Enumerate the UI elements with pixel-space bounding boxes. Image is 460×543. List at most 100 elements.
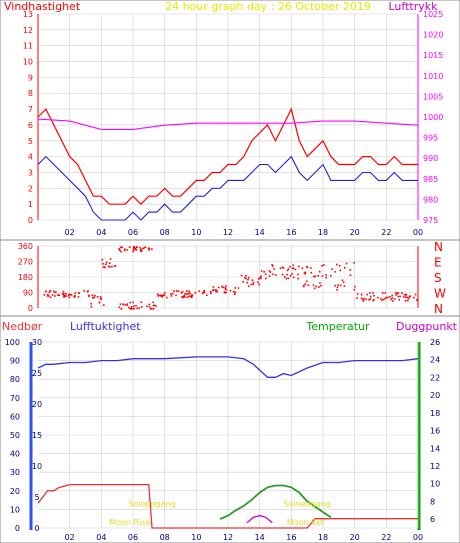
humidity-tick-label: 90	[10, 357, 20, 366]
compass-label: W	[434, 287, 446, 301]
direction-point	[135, 305, 137, 307]
wind-x-tick-label: 04	[96, 228, 106, 237]
direction-point	[139, 246, 141, 249]
direction-point	[189, 295, 192, 298]
direction-point	[234, 293, 236, 295]
direction-point	[57, 294, 59, 296]
direction-point	[101, 258, 104, 261]
direction-point	[133, 305, 135, 307]
wind-tick-label: 10	[23, 58, 33, 67]
direction-point	[121, 246, 123, 249]
wind-x-tick-label: 10	[191, 228, 201, 237]
temperature-tick-label: 14	[430, 444, 440, 453]
direction-point	[150, 308, 153, 310]
direction-point	[103, 266, 106, 269]
direction-point	[243, 276, 246, 279]
humidity-tick-label: 80	[10, 375, 20, 384]
compass-label: S	[434, 271, 442, 285]
direction-point	[291, 273, 293, 275]
direction-point	[341, 279, 344, 281]
wind-tick-label: 2	[28, 184, 33, 193]
direction-point	[51, 294, 54, 296]
pressure-tick-label: 980	[423, 195, 438, 204]
direction-point	[304, 283, 307, 285]
direction-point	[356, 297, 358, 299]
wind-chart-title: 24 hour graph day : 26 October 2019	[165, 0, 371, 13]
direction-point	[161, 294, 164, 296]
direction-point	[62, 291, 65, 293]
direction-point	[281, 273, 284, 276]
direction-point	[159, 295, 162, 297]
direction-point	[132, 301, 134, 304]
direction-point	[210, 292, 212, 295]
direction-point	[202, 291, 205, 294]
wind-tick-label: 7	[28, 105, 33, 114]
direction-point	[363, 297, 366, 300]
direction-point	[259, 276, 261, 279]
direction-point	[310, 267, 312, 269]
direction-point	[109, 266, 111, 268]
direction-point	[146, 305, 148, 308]
direction-point	[407, 299, 409, 302]
direction-point	[52, 290, 55, 293]
direction-point	[132, 250, 135, 253]
direction-point	[365, 298, 367, 301]
direction-point	[120, 307, 123, 310]
weather-grid	[38, 341, 419, 529]
direction-point	[70, 294, 73, 296]
direction-point	[406, 296, 409, 299]
direction-point	[108, 262, 111, 264]
weather-x-tick-label: 20	[350, 533, 360, 542]
direction-point	[198, 290, 201, 292]
weather-x-tick-label: 02	[65, 533, 75, 542]
direction-point	[150, 308, 152, 310]
direction-point	[319, 282, 321, 284]
direction-point	[301, 267, 304, 269]
direction-point	[133, 246, 135, 248]
annotation-label: Moon Set	[287, 518, 324, 527]
humidity-tick-label: 30	[10, 468, 20, 477]
direction-point	[49, 290, 52, 292]
direction-point	[176, 290, 178, 292]
direction-point	[153, 304, 156, 306]
wind-x-tick-label: 00	[413, 228, 423, 237]
direction-point	[344, 267, 346, 269]
direction-point	[304, 272, 307, 275]
direction-point	[98, 301, 101, 304]
direction-point	[187, 292, 190, 295]
annotation-label: Moon Rise	[109, 518, 150, 527]
weather-x-tick-label: 18	[318, 533, 328, 542]
direction-point	[224, 287, 226, 289]
direction-point	[362, 300, 365, 302]
direction-point	[313, 287, 316, 290]
direction-point	[142, 247, 144, 250]
temperature-tick-label: 10	[430, 480, 440, 489]
direction-point	[302, 285, 305, 288]
direction-plot-frame	[0, 239, 460, 317]
direction-point	[182, 295, 184, 298]
direction-point	[229, 289, 232, 292]
direction-point	[91, 294, 94, 296]
compass-label: E	[434, 256, 442, 270]
direction-point	[265, 277, 267, 280]
direction-point	[323, 264, 325, 266]
weather-x-tick-label: 00	[413, 533, 423, 542]
weather-x-tick-label: 16	[286, 533, 296, 542]
weather-lines	[37, 356, 419, 529]
direction-point	[152, 304, 155, 307]
wind-speed-axis-label: Vindhastighet	[4, 0, 81, 13]
direction-point	[307, 284, 310, 286]
legend-precip: Nedbør	[2, 320, 43, 333]
direction-point	[119, 249, 121, 251]
direction-point	[246, 281, 248, 284]
direction-point	[330, 274, 332, 277]
direction-point	[105, 263, 107, 266]
direction-point	[129, 301, 131, 304]
direction-point	[49, 296, 52, 299]
direction-point	[189, 292, 191, 294]
direction-point	[217, 286, 220, 289]
humidity-tick-label: 10	[10, 505, 20, 514]
wind-plot-frame	[0, 0, 460, 241]
precip-tick-label: 0	[34, 524, 39, 533]
direction-point	[48, 291, 51, 294]
